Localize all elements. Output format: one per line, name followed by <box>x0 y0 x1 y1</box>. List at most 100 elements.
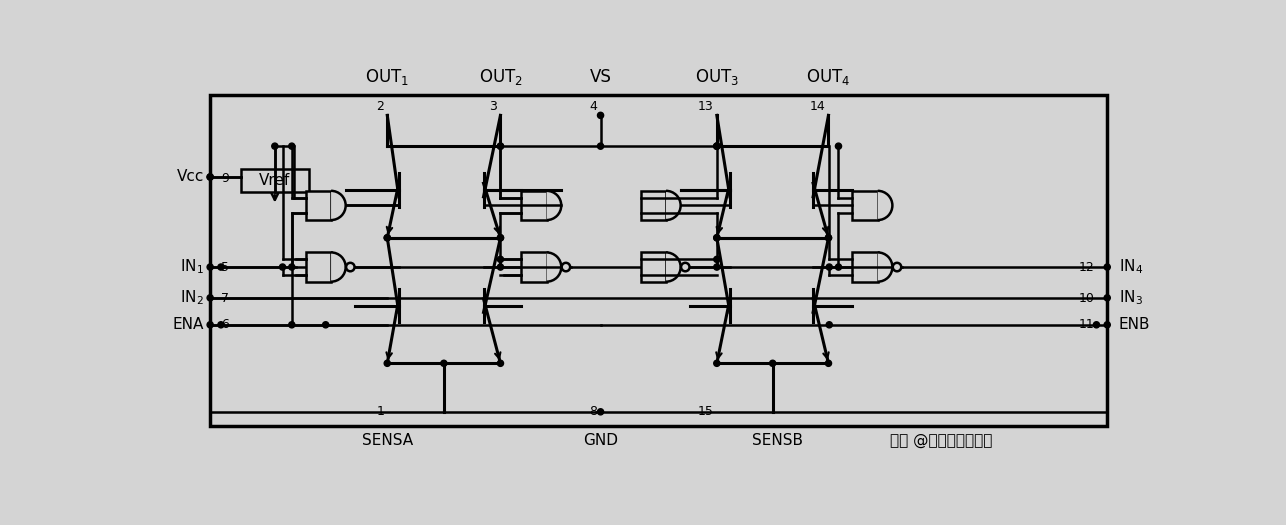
Circle shape <box>714 143 720 149</box>
Circle shape <box>207 322 213 328</box>
Circle shape <box>598 409 603 415</box>
Circle shape <box>498 360 504 366</box>
Circle shape <box>441 360 448 366</box>
Text: SENSA: SENSA <box>361 433 413 448</box>
Circle shape <box>714 143 720 149</box>
Wedge shape <box>878 253 892 281</box>
Circle shape <box>714 360 720 366</box>
Text: 15: 15 <box>698 405 714 418</box>
Wedge shape <box>331 191 346 219</box>
Polygon shape <box>306 253 331 282</box>
Circle shape <box>826 235 832 241</box>
Polygon shape <box>853 253 878 282</box>
Wedge shape <box>547 191 561 219</box>
Circle shape <box>892 263 901 271</box>
Circle shape <box>826 264 832 270</box>
Text: Vcc: Vcc <box>176 170 204 184</box>
Circle shape <box>498 235 504 241</box>
Text: 3: 3 <box>489 100 496 113</box>
Text: OUT$_2$: OUT$_2$ <box>478 67 522 87</box>
Circle shape <box>207 295 213 301</box>
Circle shape <box>1105 322 1110 328</box>
Text: OUT$_4$: OUT$_4$ <box>806 67 850 87</box>
Text: IN$_1$: IN$_1$ <box>180 258 204 276</box>
Circle shape <box>288 322 294 328</box>
Text: IN$_2$: IN$_2$ <box>180 289 204 307</box>
Polygon shape <box>853 191 878 220</box>
Circle shape <box>385 360 391 366</box>
Text: 13: 13 <box>698 100 714 113</box>
Circle shape <box>385 235 391 241</box>
Polygon shape <box>521 191 547 220</box>
Circle shape <box>346 263 355 271</box>
Circle shape <box>498 264 504 270</box>
Circle shape <box>598 143 603 149</box>
Text: ENA: ENA <box>172 317 204 332</box>
Circle shape <box>217 322 224 328</box>
Wedge shape <box>878 191 892 219</box>
Text: SENSB: SENSB <box>752 433 804 448</box>
Text: IN$_4$: IN$_4$ <box>1119 258 1143 276</box>
Circle shape <box>598 112 603 119</box>
Circle shape <box>836 143 841 149</box>
Text: IN$_3$: IN$_3$ <box>1119 289 1143 307</box>
Text: 7: 7 <box>221 292 229 305</box>
Text: 6: 6 <box>221 318 229 331</box>
Circle shape <box>682 263 689 271</box>
Text: 8: 8 <box>589 405 598 418</box>
Text: 头条 @老马识途单片机: 头条 @老马识途单片机 <box>890 433 993 448</box>
Circle shape <box>217 264 224 270</box>
Circle shape <box>714 264 720 270</box>
Wedge shape <box>547 253 561 281</box>
Text: OUT$_3$: OUT$_3$ <box>694 67 738 87</box>
Circle shape <box>207 174 213 180</box>
Circle shape <box>714 235 720 241</box>
Circle shape <box>562 263 570 271</box>
Text: Vref: Vref <box>260 173 291 188</box>
Polygon shape <box>640 253 666 282</box>
Text: 9: 9 <box>221 172 229 185</box>
Circle shape <box>271 143 278 149</box>
Circle shape <box>385 235 391 241</box>
Text: 10: 10 <box>1078 292 1094 305</box>
Text: 12: 12 <box>1079 260 1094 274</box>
Circle shape <box>1105 295 1110 301</box>
Circle shape <box>1105 264 1110 270</box>
Circle shape <box>714 235 720 241</box>
Text: VS: VS <box>589 68 611 86</box>
Circle shape <box>498 143 504 149</box>
Bar <box>210 96 1107 426</box>
Circle shape <box>288 143 294 149</box>
Circle shape <box>207 264 213 270</box>
Polygon shape <box>640 191 666 220</box>
Wedge shape <box>666 191 680 219</box>
Circle shape <box>826 360 832 366</box>
Bar <box>240 169 309 192</box>
Polygon shape <box>521 253 547 282</box>
Text: 14: 14 <box>810 100 826 113</box>
Text: 4: 4 <box>589 100 598 113</box>
Text: 11: 11 <box>1079 318 1094 331</box>
Circle shape <box>498 235 504 241</box>
Text: OUT$_1$: OUT$_1$ <box>365 67 409 87</box>
Circle shape <box>826 322 832 328</box>
Text: 5: 5 <box>221 260 229 274</box>
Polygon shape <box>306 191 331 220</box>
Circle shape <box>288 264 294 270</box>
Circle shape <box>279 264 285 270</box>
Text: 2: 2 <box>377 100 385 113</box>
Text: GND: GND <box>583 433 619 448</box>
Circle shape <box>836 264 841 270</box>
Circle shape <box>323 322 329 328</box>
Circle shape <box>1093 322 1100 328</box>
Wedge shape <box>331 253 346 281</box>
Text: 1: 1 <box>377 405 385 418</box>
Wedge shape <box>666 253 680 281</box>
Circle shape <box>826 235 832 241</box>
Circle shape <box>714 256 720 262</box>
Circle shape <box>769 360 775 366</box>
Text: ENB: ENB <box>1119 317 1150 332</box>
Circle shape <box>498 256 504 262</box>
Circle shape <box>498 143 504 149</box>
Circle shape <box>207 174 213 180</box>
